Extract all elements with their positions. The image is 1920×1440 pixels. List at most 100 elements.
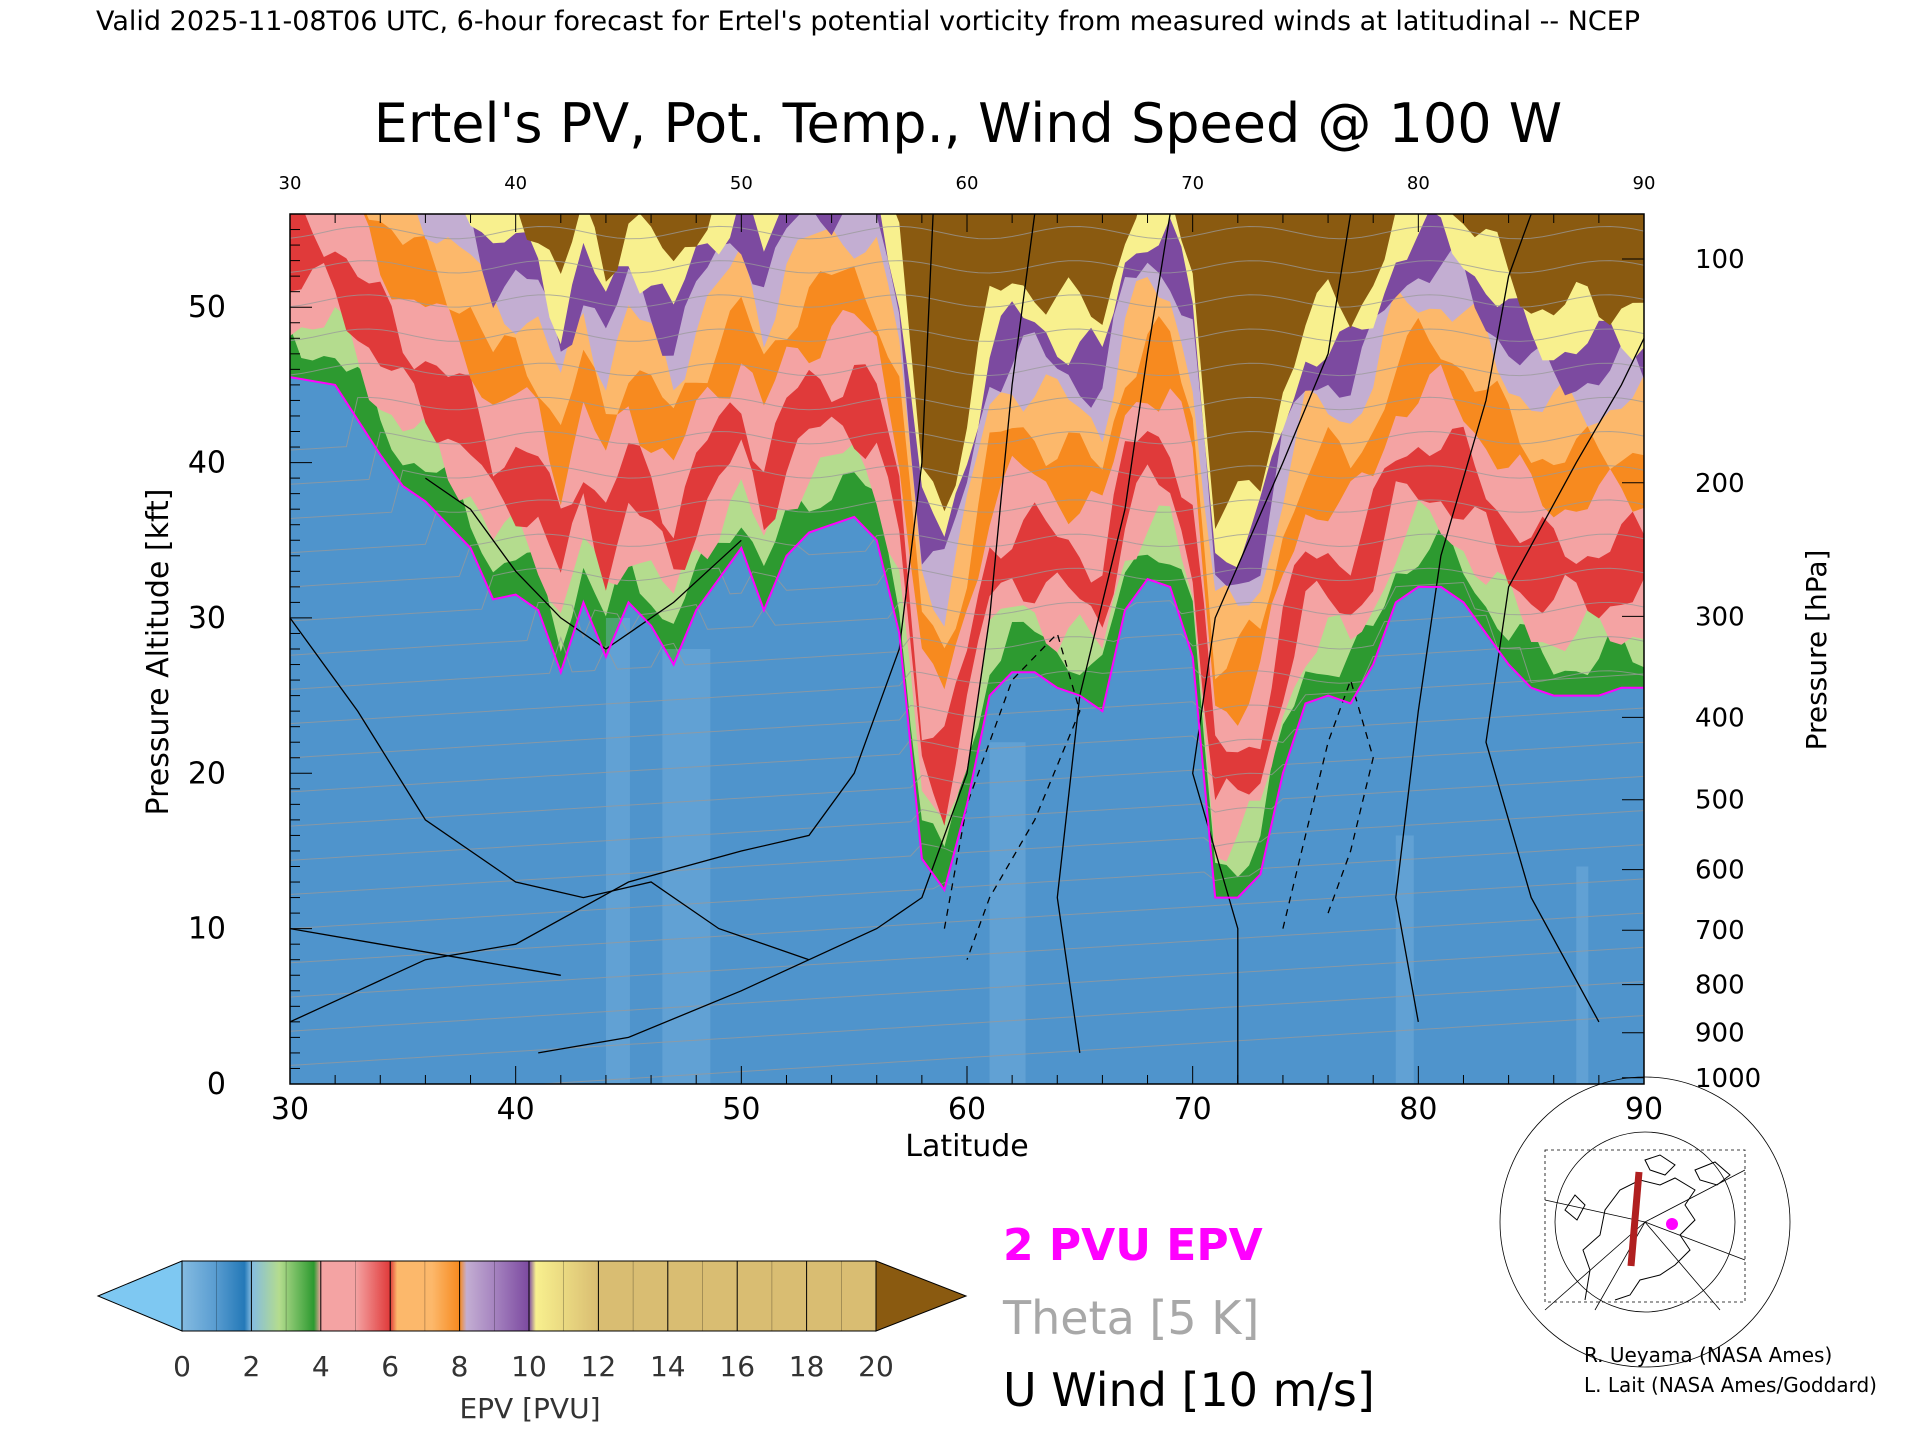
colorbar-high-arrow <box>875 1260 968 1332</box>
colorbar-tick-label: 6 <box>381 1350 399 1383</box>
pv-streak-3 <box>1395 835 1414 1084</box>
legend: 2 PVU EPV Theta [5 K] U Wind [10 m/s] <box>1002 1220 1375 1417</box>
colorbar-label: EPV [PVU] <box>459 1392 600 1425</box>
wind-contour <box>1395 214 1532 1023</box>
pv-band-10 <box>518 214 1644 529</box>
theta-isentrope <box>290 533 1644 588</box>
colorbar-tick-label: 4 <box>312 1350 330 1383</box>
theta-isentrope <box>290 430 1644 485</box>
theta-isentrope <box>290 946 1644 1032</box>
right-tick-label: 600 <box>1695 856 1745 886</box>
theta-isentrope <box>290 465 1644 519</box>
theta-isentrope <box>290 294 1644 308</box>
credit-line-1: R. Ueyama (NASA Ames) <box>1584 1343 1832 1367</box>
map-frame <box>1544 1149 1746 1303</box>
right-tick-label: 300 <box>1695 602 1745 632</box>
bottom-tick-label: 40 <box>497 1092 535 1127</box>
theta-isentrope <box>290 775 1644 861</box>
right-tick-label: 900 <box>1695 1019 1745 1049</box>
left-tick-label: 10 <box>188 912 226 947</box>
colorbar-low-arrow <box>96 1260 183 1332</box>
wind-contour-negative <box>1282 678 1374 929</box>
wind-contour <box>1485 338 1644 1023</box>
colorbar-tick-label: 12 <box>581 1350 617 1383</box>
right-tick-label: 200 <box>1695 469 1745 499</box>
top-tick-label: 30 <box>279 173 302 194</box>
bottom-tick-label: 70 <box>1174 1092 1212 1127</box>
left-tick-label: 50 <box>188 290 226 325</box>
y-axis-label-left: Pressure Altitude [kft] <box>141 489 176 816</box>
right-tick-label: 400 <box>1695 703 1745 733</box>
theta-isentrope <box>290 844 1644 930</box>
top-tick-label: 60 <box>956 173 979 194</box>
bottom-tick-label: 60 <box>948 1092 986 1127</box>
colorbar-tick-label: 16 <box>719 1350 755 1383</box>
left-tick-label: 20 <box>188 756 226 791</box>
legend-pv: 2 PVU EPV <box>1003 1220 1263 1271</box>
bottom-tick-label: 90 <box>1625 1092 1663 1127</box>
plot-area: 30 40 50 60 70 80 90 30 40 50 60 70 80 90 0 10 20 30 40 5… <box>188 173 1761 1127</box>
credit-line-2: L. Lait (NASA Ames/Goddard) <box>1584 1373 1877 1397</box>
colorbar-tick-label: 0 <box>173 1350 191 1383</box>
x-axis-label: Latitude <box>905 1129 1028 1164</box>
wind-contour <box>538 214 1036 1054</box>
theta-isentrope <box>290 673 1644 759</box>
top-tick-label: 70 <box>1181 173 1204 194</box>
legend-theta: Theta [5 K] <box>1002 1291 1259 1345</box>
map-location-dot <box>1666 1218 1678 1230</box>
theta-isentrope <box>290 741 1644 827</box>
legend-wind: U Wind [10 m/s] <box>1003 1363 1375 1417</box>
pv-streak-4 <box>1576 866 1589 1084</box>
bottom-tick-label: 30 <box>271 1092 309 1127</box>
left-tick-label: 40 <box>188 446 226 481</box>
pv-2pvu-line <box>290 376 1644 899</box>
wind-contour <box>290 927 561 976</box>
wind-contour <box>290 617 810 961</box>
right-tick-label: 1000 <box>1695 1064 1761 1094</box>
theta-isentrope <box>290 581 1644 656</box>
wind-contour-negative <box>943 632 1081 960</box>
theta-isentrope <box>290 810 1644 895</box>
theta-isentrope <box>290 646 1644 725</box>
chart-title: Ertel's PV, Pot. Temp., Wind Speed @ 100… <box>374 92 1562 155</box>
colorbar-tick-label: 8 <box>451 1350 469 1383</box>
right-tick-label: 500 <box>1695 786 1745 816</box>
wind-contour <box>1192 214 1352 1084</box>
right-tick-label: 700 <box>1695 916 1745 946</box>
y-axis-label-right: Pressure [hPa] <box>1800 550 1833 751</box>
theta-isentrope <box>290 981 1644 1066</box>
cross-section-line <box>1627 1171 1643 1267</box>
map-grid <box>1499 1076 1791 1368</box>
bottom-tick-label: 80 <box>1399 1092 1437 1127</box>
colorbar-tick-label: 2 <box>242 1350 260 1383</box>
theta-isentrope <box>290 396 1644 451</box>
colorbar-tick-label: 10 <box>511 1350 547 1383</box>
theta-isentrope <box>290 362 1644 377</box>
theta-isentrope <box>290 260 1644 274</box>
pv-streak-0 <box>605 617 630 1084</box>
top-tick-label: 40 <box>504 173 527 194</box>
top-tick-label: 80 <box>1407 173 1430 194</box>
bottom-tick-label: 50 <box>722 1092 760 1127</box>
right-tick-label: 100 <box>1695 245 1745 275</box>
colorbar-tick-label: 20 <box>858 1350 894 1383</box>
left-tick-label: 0 <box>207 1067 226 1102</box>
wind-contour <box>425 477 742 650</box>
colorbar-tick-label: 18 <box>789 1350 825 1383</box>
theta-isentrope <box>290 328 1644 342</box>
wind-contour <box>290 214 934 1023</box>
colorbar: 0 2 4 6 8 10 12 14 16 18 20 EPV [PVU] <box>96 1260 968 1425</box>
locator-map <box>1499 1076 1791 1368</box>
theta-isentrope <box>290 707 1644 793</box>
valid-line: Valid 2025-11-08T06 UTC, 6-hour forecast… <box>96 6 1640 37</box>
map-coastlines <box>1564 1154 1731 1301</box>
right-tick-label: 800 <box>1695 971 1745 1001</box>
top-tick-label: 90 <box>1633 173 1656 194</box>
colorbar-tick-label: 14 <box>650 1350 686 1383</box>
wind-contour <box>1056 214 1171 1053</box>
theta-isentrope <box>533 1015 1644 1084</box>
theta-isentrope <box>290 614 1644 690</box>
left-tick-label: 30 <box>188 601 226 636</box>
theta-isentrope <box>290 499 1644 554</box>
